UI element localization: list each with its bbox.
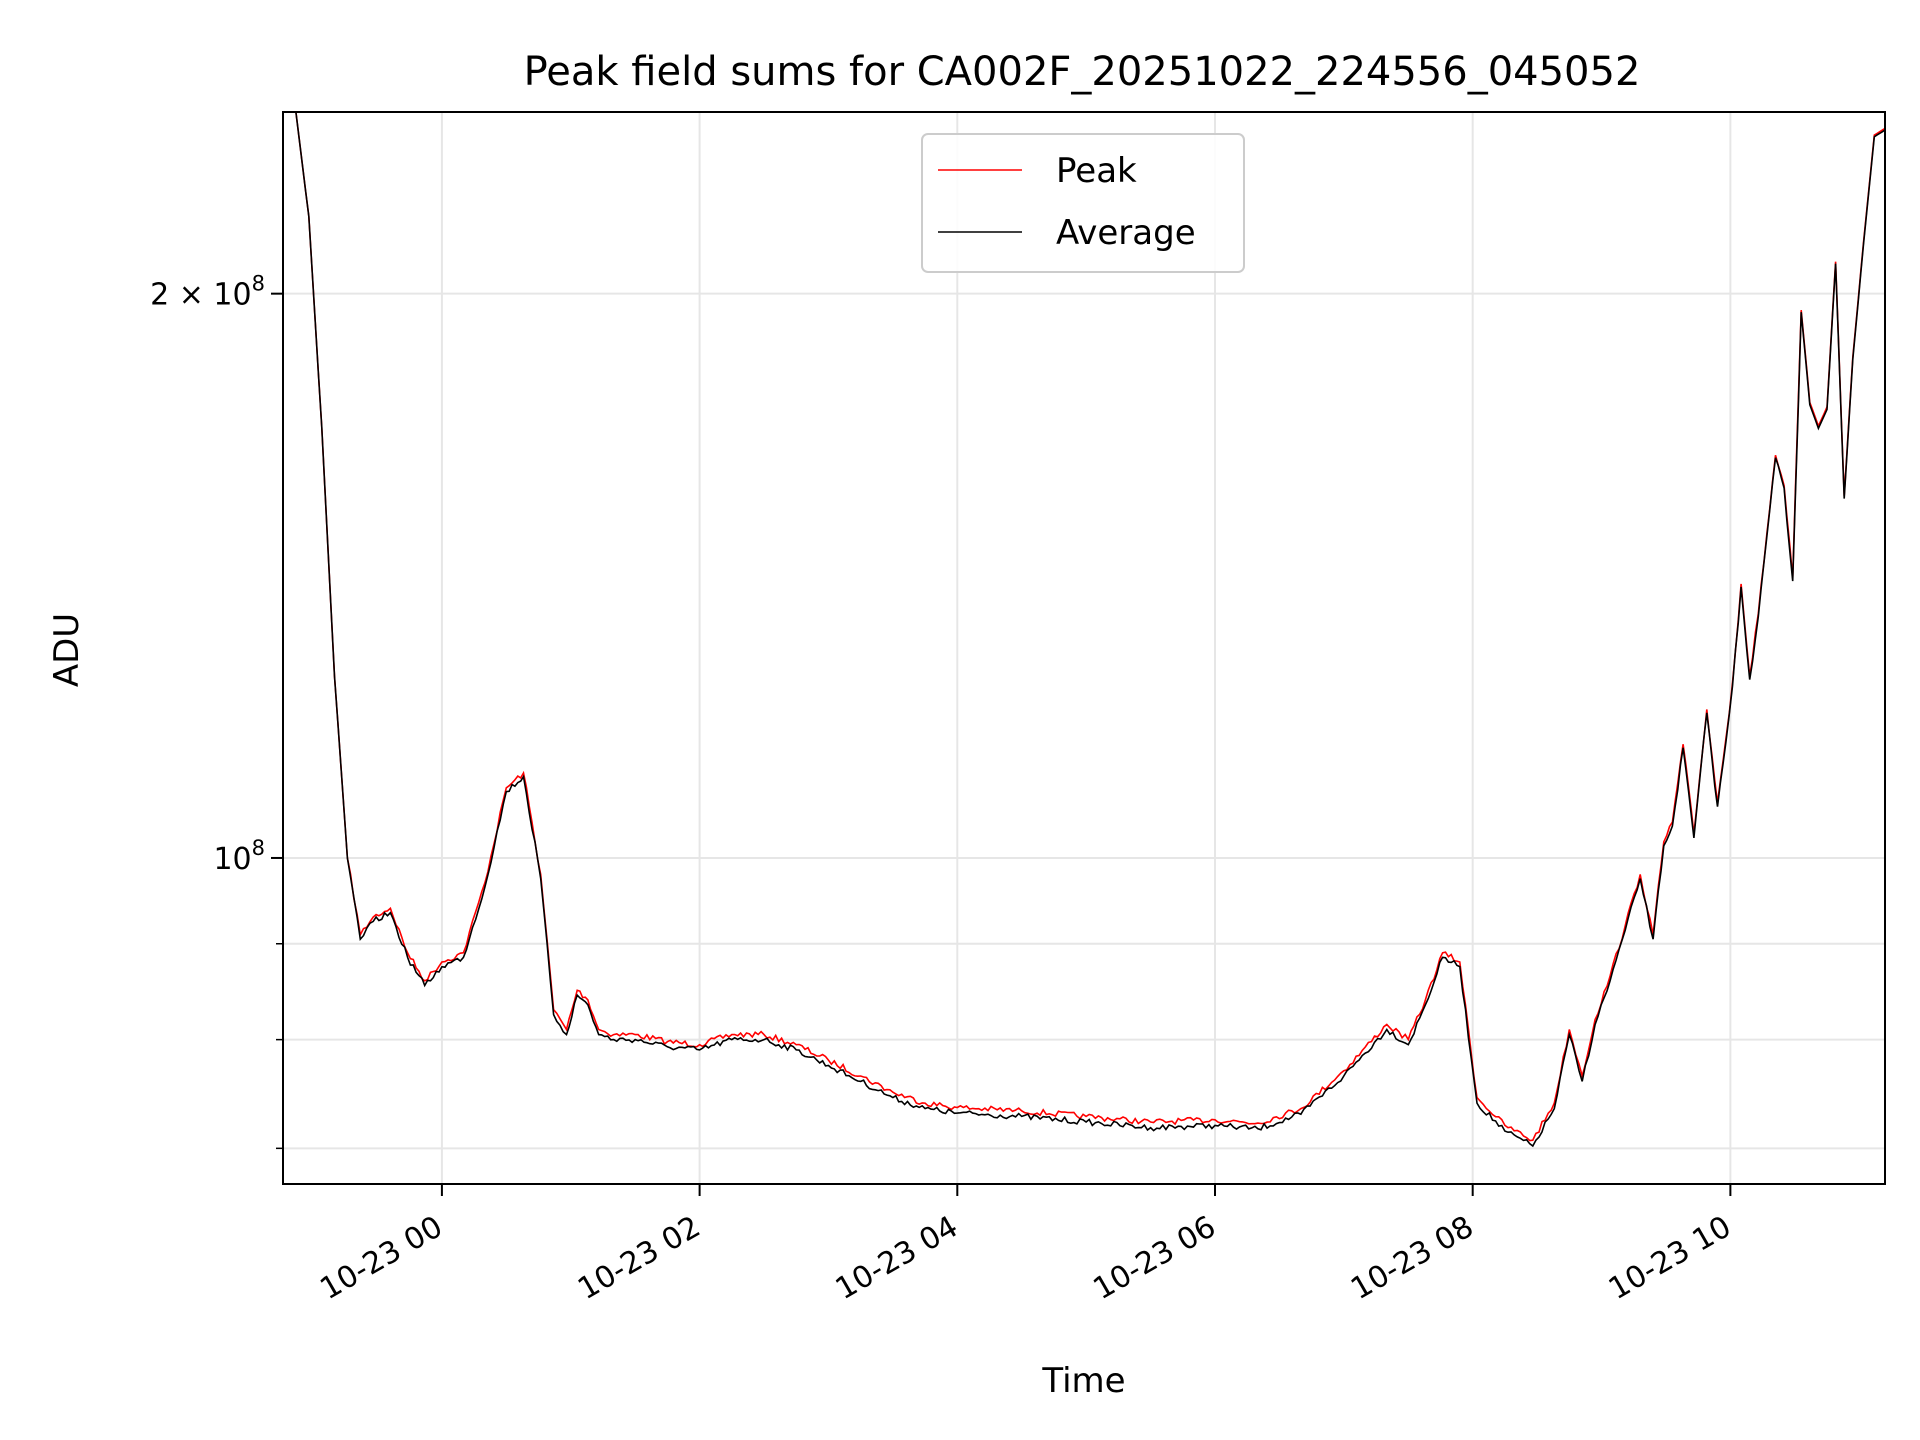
y-axis: 2 × 108 108 bbox=[150, 272, 283, 1150]
x-tick-label: 10-23 00 bbox=[314, 1209, 448, 1307]
y-axis-label: ADU bbox=[47, 613, 87, 687]
x-tick-label: 10-23 02 bbox=[572, 1209, 706, 1307]
legend-label-average: Average bbox=[1056, 213, 1196, 253]
grid bbox=[283, 112, 1885, 1184]
x-tick-label: 10-23 10 bbox=[1603, 1209, 1737, 1307]
x-tick-label: 10-23 08 bbox=[1345, 1209, 1479, 1307]
x-tick-label: 10-23 06 bbox=[1087, 1209, 1221, 1307]
y-tick-label: 108 bbox=[213, 836, 265, 877]
x-axis-label: Time bbox=[1041, 1361, 1125, 1401]
legend: Peak Average bbox=[921, 133, 1245, 273]
x-tick-label: 10-23 04 bbox=[830, 1209, 964, 1307]
series-line-peak bbox=[295, 112, 1885, 1142]
legend-label-peak: Peak bbox=[1056, 151, 1137, 191]
chart-title: Peak field sums for CA002F_20251022_2245… bbox=[524, 49, 1641, 95]
y-tick-label: 2 × 108 bbox=[150, 272, 265, 313]
series-line-average bbox=[295, 112, 1885, 1148]
x-axis: 10-23 00 10-23 02 10-23 04 10-23 06 10-23 08… bbox=[314, 1184, 1737, 1307]
legend-box bbox=[921, 133, 1245, 273]
plot-area bbox=[295, 112, 1885, 1148]
plot-frame bbox=[282, 111, 1886, 1185]
